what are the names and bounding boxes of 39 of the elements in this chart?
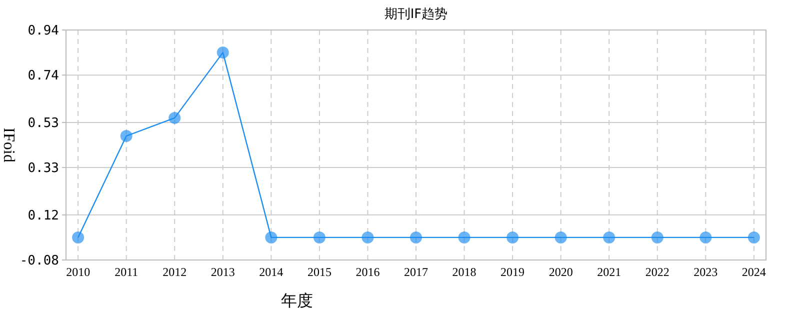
x-tick-label: 2024 bbox=[742, 265, 766, 279]
point bbox=[554, 231, 567, 244]
point bbox=[410, 231, 422, 244]
x-tick-label: 2011 bbox=[114, 265, 138, 279]
x-tick-label: 2019 bbox=[500, 265, 525, 279]
point bbox=[265, 231, 278, 244]
y-axis-title: IFoid bbox=[0, 128, 17, 162]
point bbox=[603, 231, 616, 244]
y-tick-label: 0.12 bbox=[28, 208, 59, 224]
x-tick-label: 2021 bbox=[597, 265, 622, 279]
y-tick-label: 0.53 bbox=[28, 116, 59, 131]
y-tick-label: 0.33 bbox=[28, 161, 59, 176]
x-tick-label: 2013 bbox=[210, 265, 235, 279]
point bbox=[748, 231, 760, 244]
point bbox=[168, 112, 181, 124]
point bbox=[313, 231, 326, 244]
point bbox=[120, 130, 132, 142]
y-tick-label: 0.94 bbox=[28, 24, 60, 39]
x-tick-label: 2023 bbox=[694, 265, 718, 279]
chart-title: 期刊IF趋势 bbox=[384, 7, 448, 22]
x-axis-title: 年度 bbox=[281, 291, 313, 310]
x-tick-label: 2015 bbox=[307, 265, 332, 279]
y-tick-label: 0.74 bbox=[28, 68, 60, 84]
x-tick-label: 2022 bbox=[645, 265, 670, 279]
x-tick-label: 2018 bbox=[452, 265, 476, 279]
x-tick-label: 2010 bbox=[66, 265, 90, 279]
point bbox=[458, 231, 470, 244]
point bbox=[506, 231, 519, 244]
x-tick-label: 2016 bbox=[356, 265, 380, 279]
point bbox=[362, 231, 374, 244]
point bbox=[651, 231, 664, 244]
point bbox=[72, 231, 84, 244]
y-tick-label: -0.08 bbox=[20, 254, 59, 269]
x-tick-label: 2012 bbox=[162, 265, 187, 279]
x-tick-label: 2014 bbox=[259, 265, 284, 279]
x-tick-label: 2017 bbox=[404, 265, 428, 279]
point bbox=[700, 231, 712, 244]
x-tick-label: 2020 bbox=[548, 265, 573, 279]
point bbox=[216, 46, 229, 59]
